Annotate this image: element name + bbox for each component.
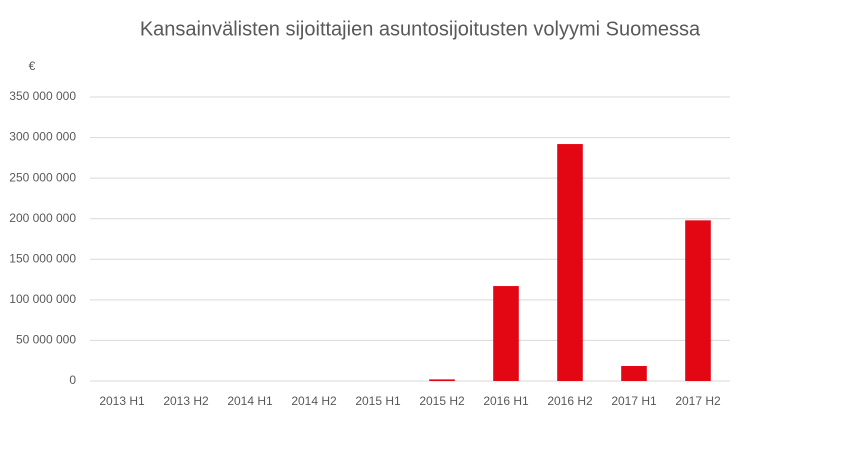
bar [685,220,711,381]
y-tick-label: 50 000 000 [16,333,76,347]
x-tick-label: 2015 H1 [355,394,401,408]
chart-title: Kansainvälisten sijoittajien asuntosijoi… [140,18,701,40]
y-tick-label: 0 [69,373,76,387]
y-axis-label: € [29,59,36,73]
y-tick-label: 300 000 000 [9,130,76,144]
bar [429,379,455,381]
x-tick-label: 2014 H1 [227,394,273,408]
bar [493,286,519,381]
x-tick-label: 2017 H2 [675,394,721,408]
y-tick-label: 350 000 000 [9,89,76,103]
y-tick-label: 100 000 000 [9,292,76,306]
x-tick-label: 2016 H2 [547,394,593,408]
bar [621,365,647,381]
x-tick-label: 2013 H1 [99,394,145,408]
bar [557,144,583,381]
y-tick-label: 150 000 000 [9,251,76,265]
x-tick-label: 2014 H2 [291,394,337,408]
x-tick-label: 2017 H1 [611,394,657,408]
x-tick-label: 2015 H2 [419,394,465,408]
y-tick-label: 250 000 000 [9,170,76,184]
y-tick-label: 200 000 000 [9,211,76,225]
x-tick-label: 2016 H1 [483,394,529,408]
x-tick-label: 2013 H2 [163,394,209,408]
